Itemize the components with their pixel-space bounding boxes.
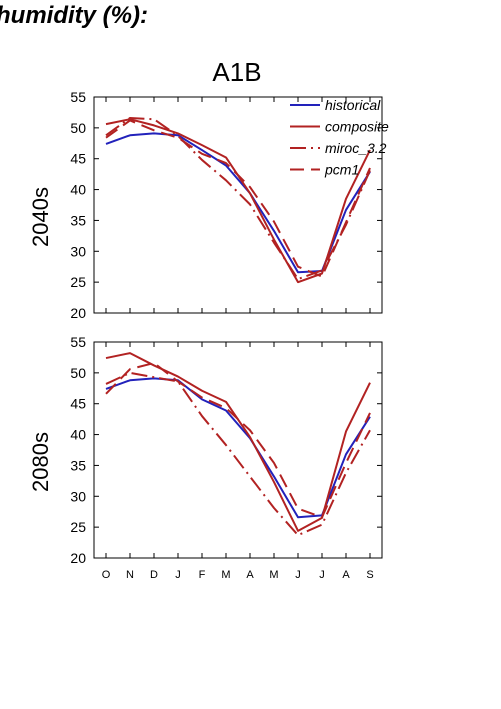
xtick-label: S: [366, 569, 373, 581]
legend-label-historical: historical: [325, 97, 381, 113]
panel-2040s-ytick-label: 20: [70, 305, 86, 321]
panel-2080s-ytick-label: 50: [70, 365, 86, 381]
panel-2080s-series-miroc-3-2: [105, 371, 371, 537]
panel-2040s-ytick-label: 25: [70, 274, 86, 290]
panel-2040s-frame: [93, 96, 383, 314]
legend-label-miroc-3-2: miroc_3.2: [325, 140, 387, 156]
panel-2040s-series-pcm1: [105, 119, 371, 278]
xtick-label: A: [246, 569, 254, 581]
page-title: humidity (%):: [0, 2, 148, 29]
panel-2080s-frame: [93, 341, 383, 559]
panel-2080s-ytick-label: 40: [70, 427, 86, 443]
panel-2080s-ytick-label: 20: [70, 550, 86, 566]
panel-2080s-series-pcm1: [105, 361, 371, 519]
panel-2040s-ytick-label: 45: [70, 151, 86, 167]
chart-title: A1B: [212, 57, 261, 87]
panel-2080s-ytick-label: 55: [70, 334, 86, 350]
panel-2080s-ytick-label: 25: [70, 519, 86, 535]
panel-2040s-ytick-label: 30: [70, 243, 86, 259]
xtick-label: D: [150, 569, 158, 581]
legend-label-pcm1: pcm1: [324, 162, 359, 178]
xtick-label: N: [126, 569, 134, 581]
xtick-label: F: [199, 569, 206, 581]
panel-2040s-ylabel: 2040s: [28, 187, 53, 247]
legend-label-composite: composite: [325, 119, 389, 135]
panel-2040s-ytick-label: 35: [70, 212, 86, 228]
xtick-label: M: [221, 569, 230, 581]
panel-2080s-ytick-label: 45: [70, 396, 86, 412]
panel-2080s-ylabel: 2080s: [28, 432, 53, 492]
panel-2040s-ytick-label: 55: [70, 89, 86, 105]
panel-2040s-series-miroc-3-2: [105, 116, 371, 281]
xtick-label: J: [295, 569, 301, 581]
xtick-label: M: [269, 569, 278, 581]
xtick-label: O: [102, 569, 111, 581]
panel-2080s-ytick-label: 30: [70, 488, 86, 504]
panel-2040s-ytick-label: 40: [70, 182, 86, 198]
panel-2040s-ytick-label: 50: [70, 120, 86, 136]
panel-2080s-ytick-label: 35: [70, 457, 86, 473]
xtick-label: A: [342, 569, 350, 581]
xtick-label: J: [175, 569, 181, 581]
xtick-label: J: [319, 569, 325, 581]
